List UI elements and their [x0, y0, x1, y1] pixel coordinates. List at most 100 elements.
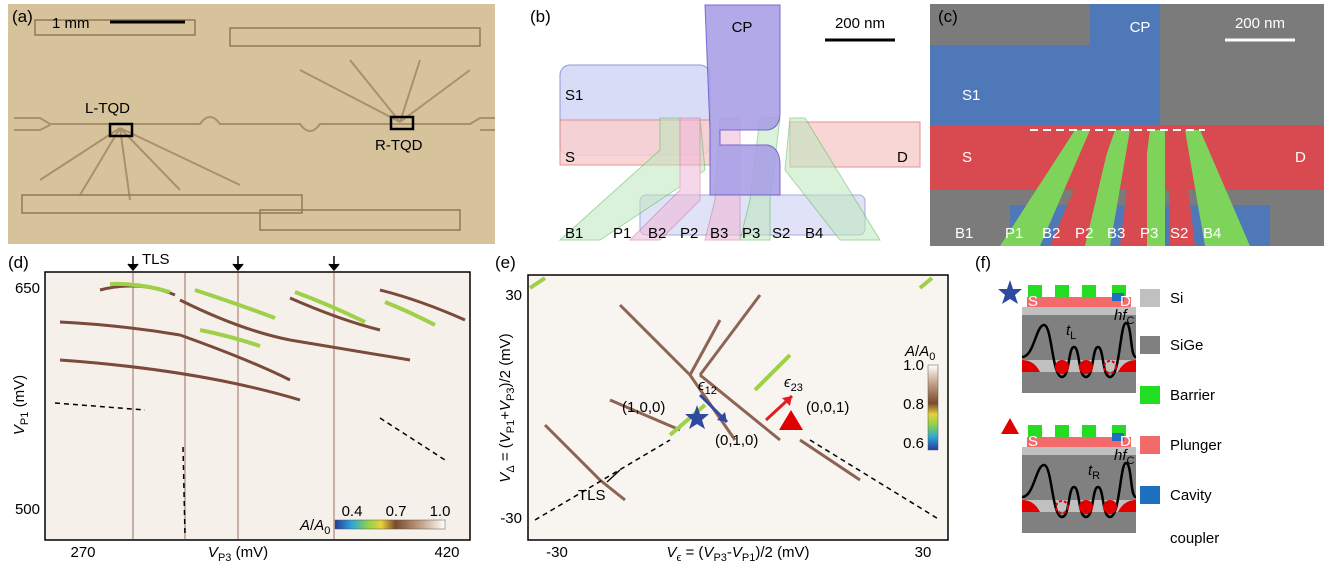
si-layer — [1022, 447, 1136, 455]
text-part: P1 — [19, 412, 31, 425]
text-part: + — [497, 411, 514, 420]
electron — [1079, 360, 1093, 374]
plunger-layer — [1027, 437, 1131, 447]
shape — [21, 194, 303, 214]
legend-label: coupler — [1170, 530, 1219, 547]
text-part: 0 — [929, 351, 935, 363]
text-part: 12 — [705, 385, 717, 397]
shape — [34, 19, 196, 36]
shape — [289, 338, 411, 362]
symbol: hf — [1114, 447, 1128, 464]
si-layer — [1022, 307, 1136, 315]
shape — [334, 519, 446, 530]
shape — [14, 124, 51, 131]
electron — [1103, 500, 1117, 514]
scale-label: 200 nm — [1235, 15, 1285, 32]
text-part: ϵ — [676, 552, 681, 562]
y-tick-label: -30 — [500, 510, 522, 527]
panel-label: (d) — [8, 253, 29, 272]
gate-label: B4 — [805, 225, 823, 242]
shape — [232, 256, 244, 272]
gate-label: P2 — [1075, 225, 1093, 242]
state-label: (1,0,0) — [622, 399, 665, 416]
colorbar-tick: 0.8 — [903, 396, 924, 413]
text-part: A — [299, 517, 310, 534]
shape — [109, 281, 171, 294]
barrier-gate — [1055, 285, 1069, 297]
lead-label: S — [1028, 293, 1038, 310]
x-tick-label: 420 — [434, 544, 459, 561]
gate-label: B1 — [565, 225, 583, 242]
colorbar-tick: 0.4 — [342, 503, 363, 520]
panel-label: (b) — [530, 7, 551, 26]
gate-label: P1 — [613, 225, 631, 242]
subscript: C — [1127, 455, 1135, 467]
text-part: = ( — [497, 443, 514, 465]
shape — [534, 439, 941, 521]
x-axis-label: VP3 (mV) — [208, 544, 268, 562]
shape — [704, 4, 781, 196]
gate-label: B1 — [955, 225, 973, 242]
gate-label: CP — [732, 19, 753, 36]
shape: B1 P1 B2 P2 B3 P3 S2 B4 — [565, 225, 823, 242]
shape — [528, 276, 934, 437]
detuning-label: ϵ12 — [698, 377, 717, 397]
potential — [1021, 321, 1138, 379]
x-axis-label: Vϵ = (VP3-VP1)/2 (mV) — [666, 544, 809, 562]
scale-label: 200 nm — [835, 15, 885, 32]
shape: B1 P1 B2 P2 B3 P3 S2 B4 — [955, 225, 1221, 242]
annotation: TLS — [142, 251, 170, 268]
text-part: - — [727, 544, 732, 561]
text-part: )/2 (mV) — [755, 544, 809, 561]
y-axis-label: VΔ = (VP1+VP3)/2 (mV) — [497, 333, 517, 482]
shape — [753, 353, 792, 392]
legend-label: Si — [1170, 290, 1183, 307]
shape — [809, 439, 941, 521]
text-part: A — [904, 343, 915, 360]
barrier-gate — [1082, 425, 1096, 437]
panel-a: (a) 1 mm L-TQD R-TQD — [8, 4, 495, 244]
gate-label: S — [565, 149, 575, 166]
y-tick-label: 650 — [15, 280, 40, 297]
shape — [182, 446, 186, 536]
shape — [127, 256, 139, 272]
colorbar-tick: 0.6 — [903, 435, 924, 452]
colorbar-tick: 1.0 — [430, 503, 451, 520]
panel-label: (f) — [975, 253, 991, 272]
colorbar-tick: 1.0 — [903, 357, 924, 374]
shape — [543, 423, 626, 502]
shape — [294, 290, 366, 324]
text-part: = ( — [681, 544, 703, 561]
panel-c: (c) 200 nm CP S1 S D B1 P1 B2 P2 B3 P3 S2 B4 — [930, 4, 1324, 246]
panel-b: (b) 200 nm CP S1 S D B1 P1 B2 P2 B3 P3 S2 B4 — [530, 4, 921, 242]
x-tick-label: -30 — [546, 544, 568, 561]
shape — [930, 45, 1115, 140]
shape: Si SiGe Barrier Plunger Cavity — [1140, 289, 1222, 504]
shape — [528, 276, 547, 290]
gate-label: P1 — [1005, 225, 1023, 242]
gate-label: P2 — [680, 225, 698, 242]
shape — [179, 298, 291, 342]
annotation: TLS — [578, 487, 606, 504]
shape — [1050, 140, 1110, 246]
panel-label: (c) — [938, 7, 958, 26]
tunnel-label: tR — [1088, 462, 1100, 482]
gate-label: B4 — [1203, 225, 1221, 242]
symbol: hf — [1114, 307, 1128, 324]
shape — [259, 209, 461, 231]
subscript: C — [1127, 315, 1135, 327]
shape — [384, 300, 436, 327]
subscript: L — [1070, 330, 1076, 342]
legend-swatch — [1140, 436, 1160, 454]
photon-label: hfC — [1114, 447, 1135, 467]
lead-label: D — [1120, 433, 1131, 450]
shape — [379, 417, 446, 461]
legend-swatch — [1140, 386, 1160, 404]
shape — [59, 284, 466, 402]
device-label: R-TQD — [375, 137, 423, 154]
legend-swatch — [1140, 486, 1160, 504]
text-part: V — [732, 544, 744, 561]
coupler — [1112, 433, 1124, 441]
panel-d: (d) TLS 650 500 270 420 VP3 (mV) VP1 (mV… — [8, 251, 471, 562]
